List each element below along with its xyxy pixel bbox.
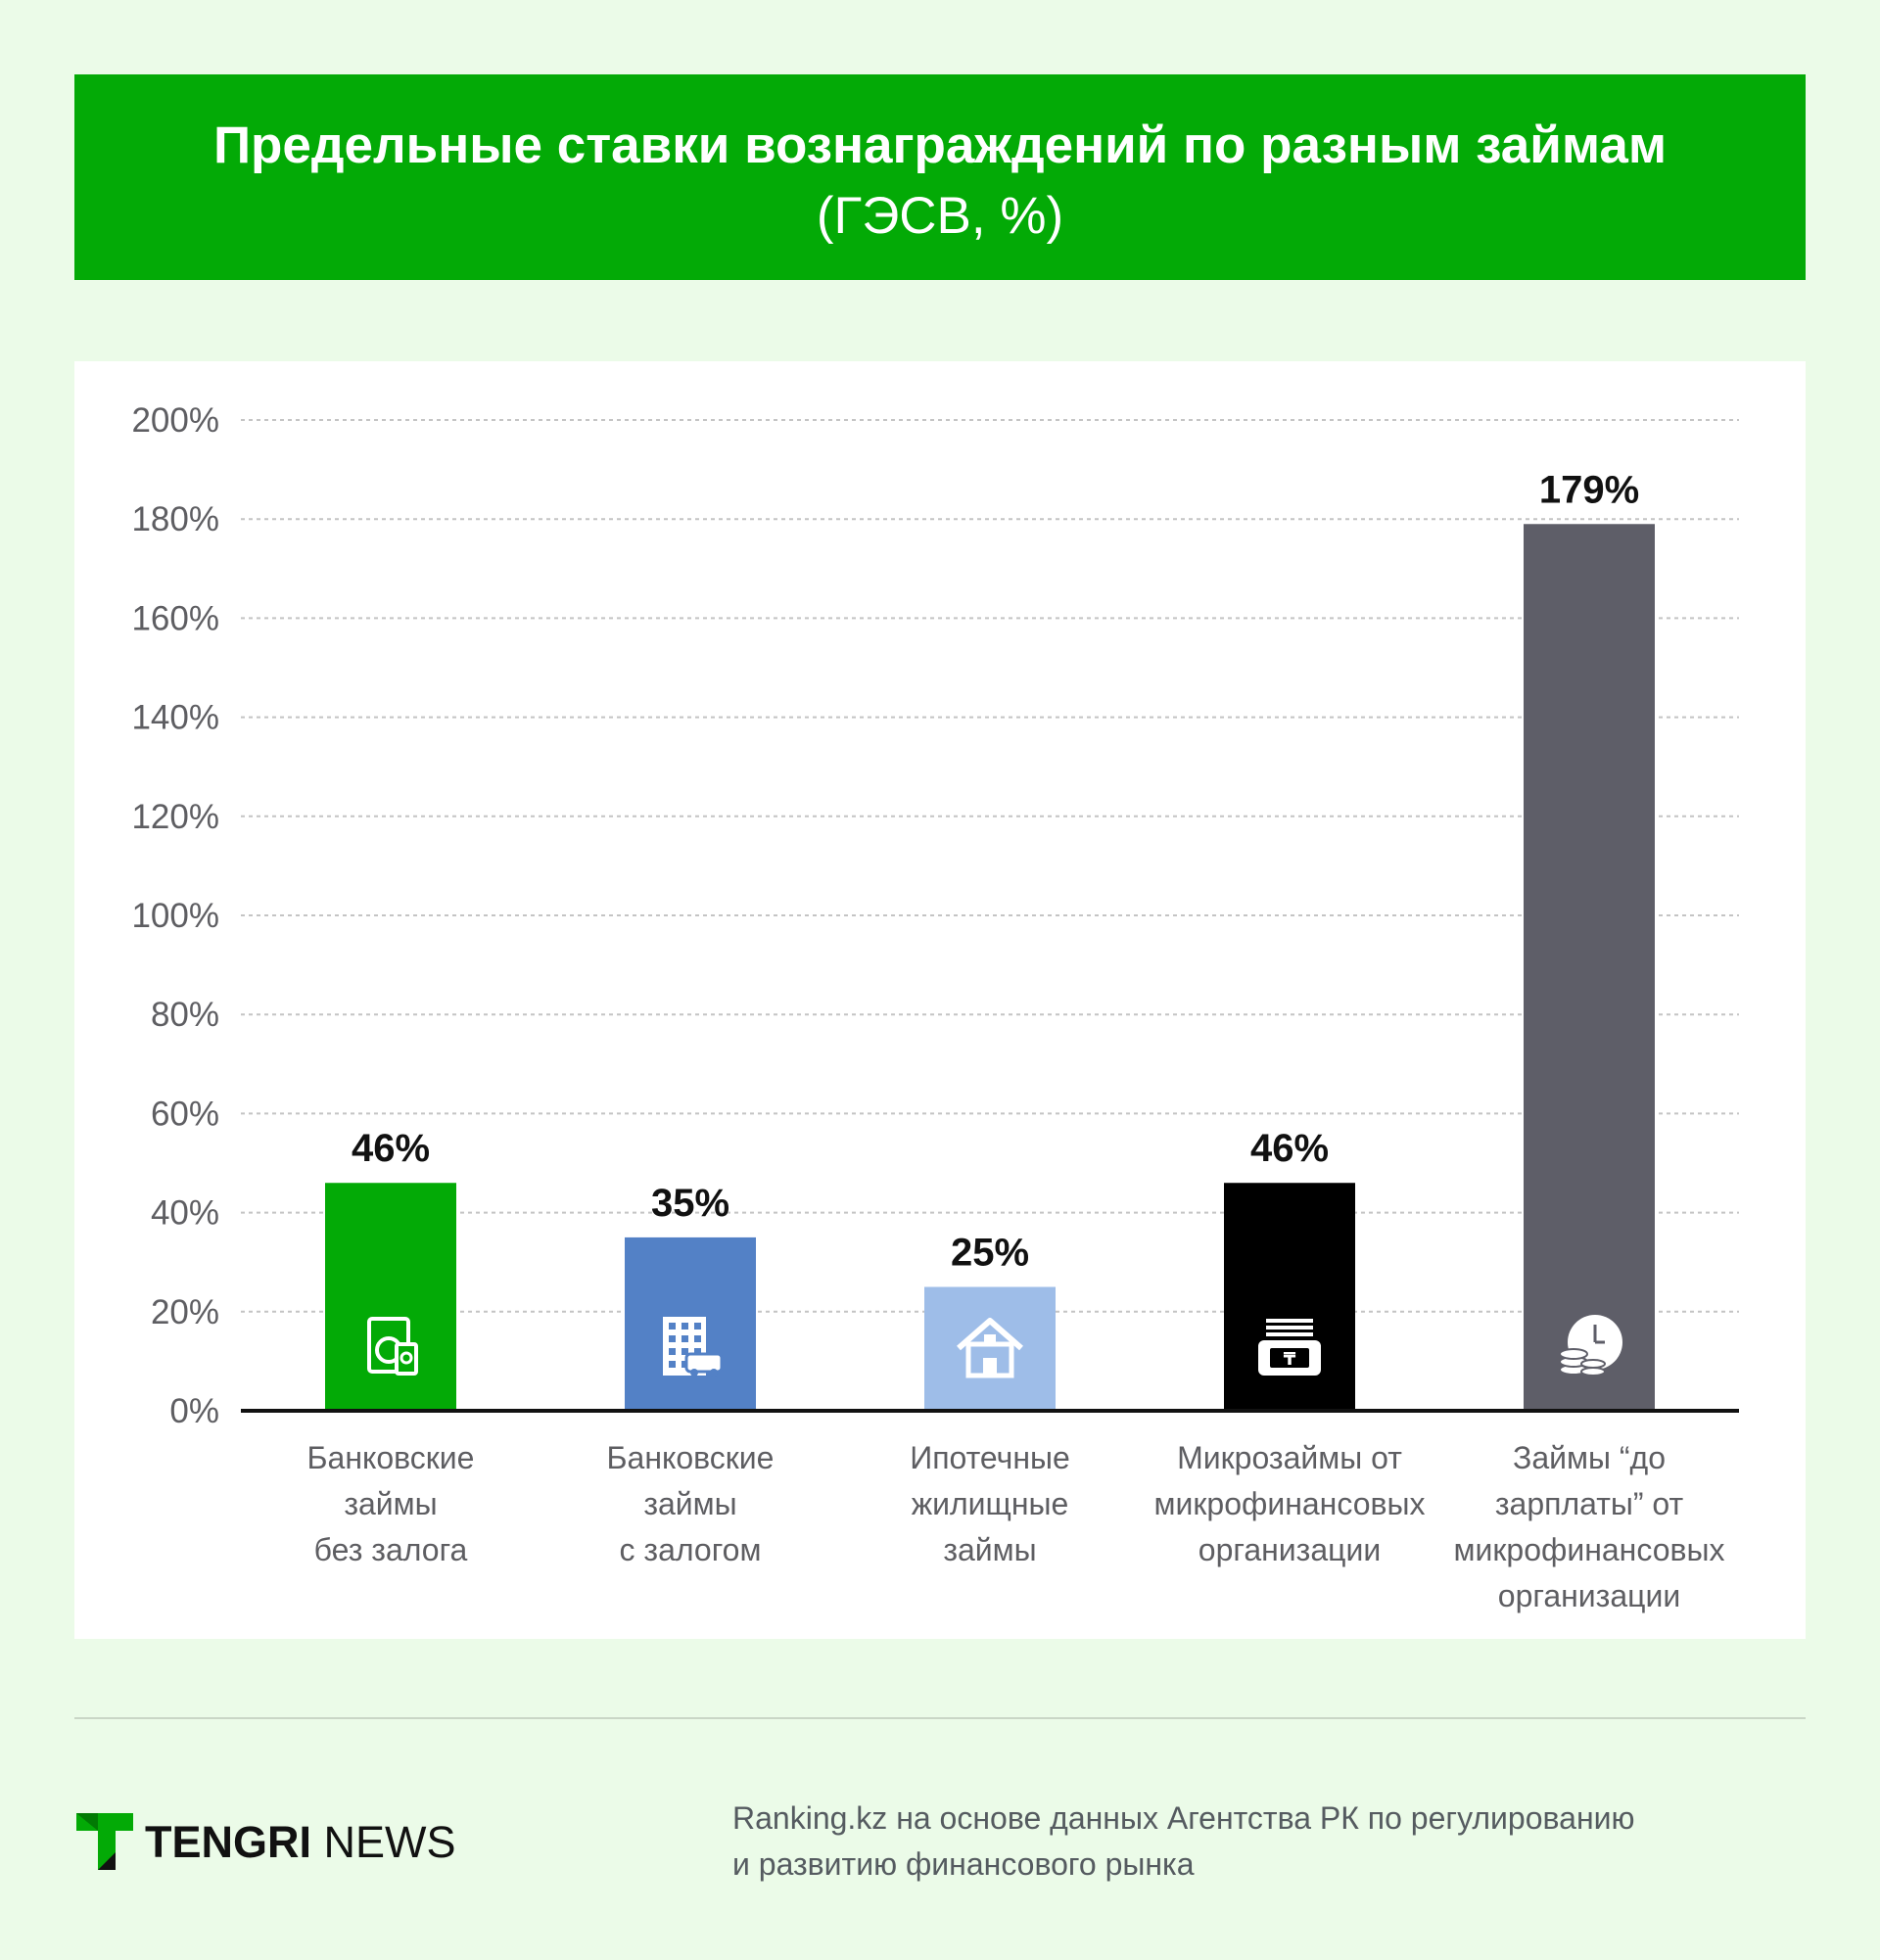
chart-title: Предельные ставки вознаграждений по разн… — [212, 117, 1668, 174]
tengri-logo-icon — [76, 1813, 133, 1870]
x-category-label: микрофинансовых — [1454, 1532, 1725, 1567]
x-category-label: без залога — [314, 1532, 468, 1567]
source-line-1: Ranking.kz на основе данных Агентства РК… — [732, 1800, 1635, 1836]
house-icon — [957, 1318, 1023, 1378]
bar-3 — [924, 1286, 1056, 1411]
source-line-2: и развитию финансового рынка — [732, 1846, 1195, 1882]
building-car-icon — [663, 1317, 724, 1377]
brand-name: TENGRI NEWS — [145, 1817, 456, 1868]
bar-1 — [325, 1183, 456, 1411]
chart-panel: 0% 20% 40% 60% 80% 100% 120% 140% 160% 180% 200% 46… — [74, 361, 1806, 1639]
brand-name-regular: NEWS — [311, 1817, 456, 1867]
bar-value-label: 35% — [651, 1182, 729, 1225]
y-tick-label: 160% — [131, 599, 219, 637]
appliances-icon — [367, 1317, 418, 1376]
bar-value-label: 179% — [1539, 468, 1639, 511]
y-tick-label: 180% — [131, 500, 219, 538]
x-category-label: займы — [943, 1532, 1036, 1567]
x-category-label: Ипотечные — [910, 1440, 1070, 1475]
chart-header: Предельные ставки вознаграждений по разн… — [74, 74, 1806, 280]
x-category-label: микрофинансовых — [1154, 1486, 1426, 1521]
footer-divider — [74, 1717, 1806, 1719]
cash-register-icon: ₸ — [1258, 1319, 1321, 1376]
x-category-label: Банковские — [607, 1440, 775, 1475]
bar-value-label: 46% — [352, 1127, 430, 1170]
y-tick-label: 80% — [151, 996, 219, 1034]
x-category-label: Микрозаймы от — [1177, 1440, 1402, 1475]
clock-coins-icon — [1559, 1315, 1622, 1377]
svg-text:₸: ₸ — [1284, 1349, 1296, 1370]
x-category-label: займы — [643, 1486, 736, 1521]
y-tick-label: 140% — [131, 699, 219, 737]
y-tick-label: 0% — [169, 1392, 219, 1430]
x-category-label: зарплаты” от — [1495, 1486, 1684, 1521]
y-tick-label: 40% — [151, 1194, 219, 1233]
x-category-label: организации — [1498, 1578, 1680, 1613]
y-tick-label: 200% — [131, 401, 219, 440]
bar-chart: 0% 20% 40% 60% 80% 100% 120% 140% 160% 180% 200% 46… — [131, 401, 1739, 1613]
bar-value-label: 46% — [1250, 1127, 1329, 1170]
bar-4 — [1224, 1183, 1355, 1411]
x-category-label: Банковские — [307, 1440, 475, 1475]
x-category-label: организации — [1198, 1532, 1381, 1567]
y-tick-label: 20% — [151, 1293, 219, 1331]
x-category-label: займы — [344, 1486, 437, 1521]
y-tick-label: 120% — [131, 798, 219, 836]
x-category-label: Займы “до — [1513, 1440, 1666, 1475]
x-category-label: жилищные — [912, 1486, 1069, 1521]
chart-subtitle: (ГЭСВ, %) — [816, 187, 1064, 245]
data-source: Ranking.kz на основе данных Агентства РК… — [732, 1796, 1790, 1888]
y-tick-label: 60% — [151, 1095, 219, 1133]
y-tick-label: 100% — [131, 897, 219, 935]
x-category-label: с залогом — [620, 1532, 762, 1567]
bar-5 — [1524, 524, 1655, 1411]
bar-value-label: 25% — [951, 1232, 1029, 1275]
brand-name-bold: TENGRI — [145, 1817, 312, 1867]
tengri-news-logo[interactable]: TENGRI NEWS — [76, 1813, 488, 1872]
